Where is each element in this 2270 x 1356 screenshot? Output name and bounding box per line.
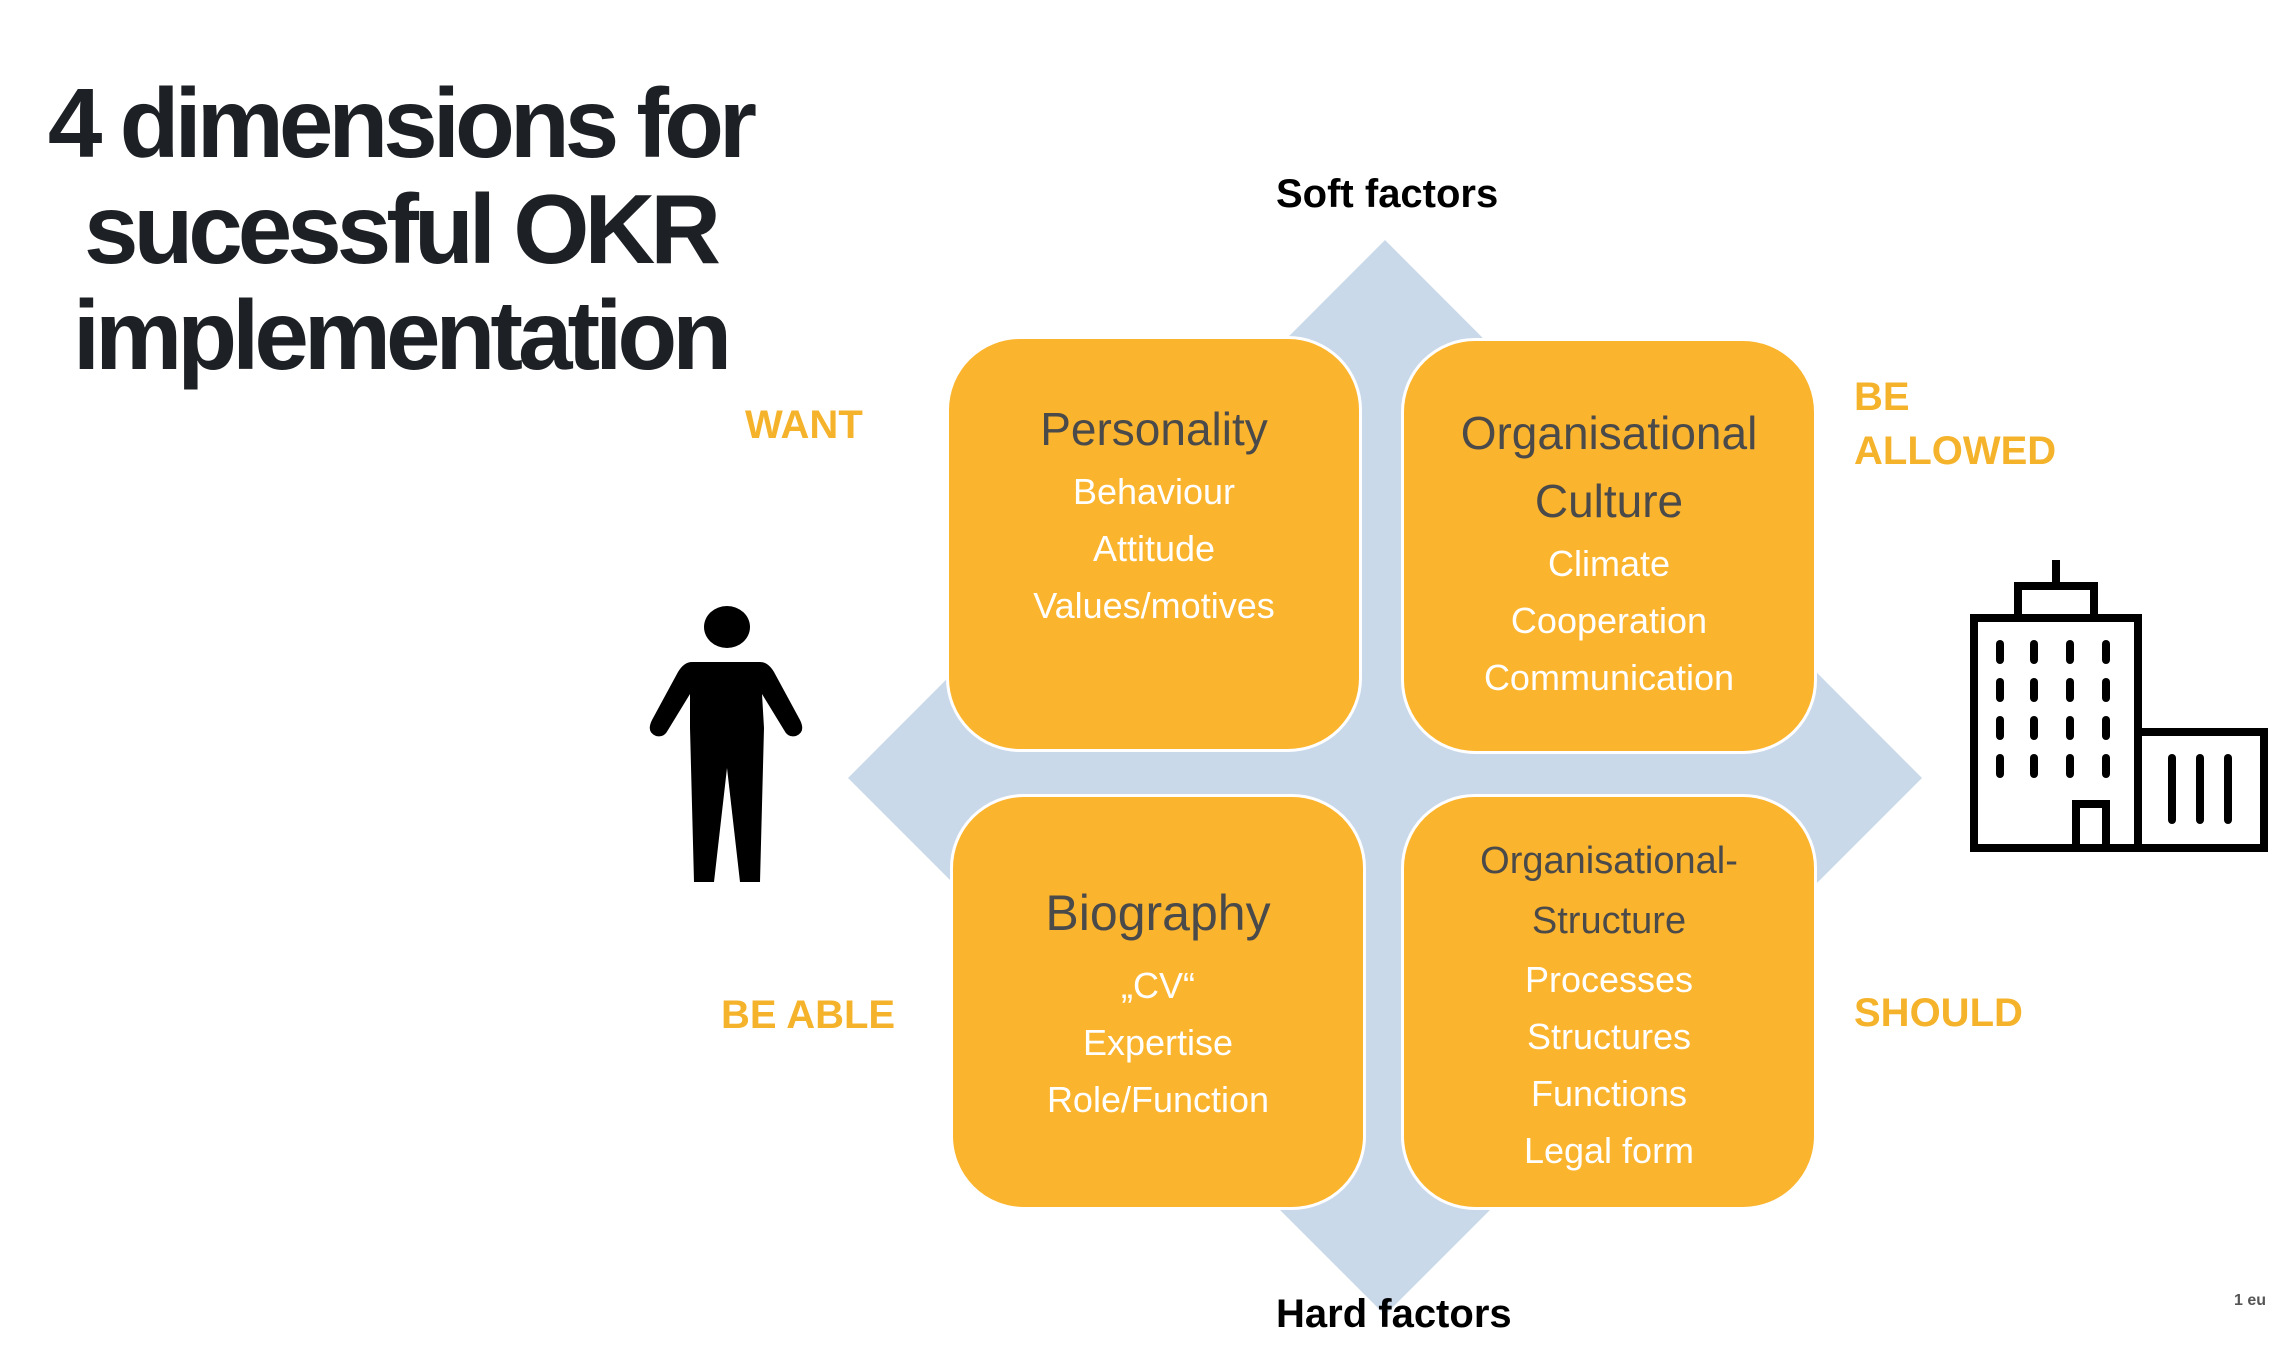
- list-item: Behaviour: [1072, 471, 1236, 512]
- should-label: SHOULD: [1854, 991, 2023, 1035]
- list-item: Role/Function: [1046, 1079, 1270, 1120]
- list-item: Functions: [1530, 1073, 1688, 1114]
- list-item: „CV“: [1121, 965, 1195, 1006]
- be-allowed-line-2: ALLOWED: [1854, 429, 2057, 473]
- list-item: Attitude: [1092, 528, 1216, 569]
- list-item: Processes: [1524, 959, 1694, 1000]
- building-icon: [1970, 560, 2268, 852]
- structure-heading: Organisational- Structure: [1404, 831, 1814, 951]
- culture-heading-line-1: Organisational: [1460, 407, 1758, 459]
- want-label: WANT: [745, 403, 863, 447]
- culture-heading-line-2: Culture: [1534, 475, 1684, 527]
- culture-heading: Organisational Culture: [1404, 399, 1814, 535]
- list-item: Expertise: [1082, 1022, 1234, 1063]
- personality-heading: Personality: [1040, 403, 1268, 455]
- biography-heading: Biography: [1045, 885, 1271, 941]
- be-able-label: BE ABLE: [721, 993, 896, 1037]
- personality-items: Behaviour Attitude Values/motives: [949, 463, 1359, 634]
- culture-items: Climate Cooperation Communication: [1404, 535, 1814, 706]
- structure-items: Processes Structures Functions Legal for…: [1404, 951, 1814, 1179]
- culture-box: Organisational Culture Climate Cooperati…: [1401, 338, 1817, 754]
- page-number: 1 eu: [2234, 1292, 2267, 1309]
- list-item: Communication: [1483, 657, 1735, 698]
- biography-box: Biography „CV“ Expertise Role/Function: [950, 794, 1366, 1210]
- structure-box: Organisational- Structure Processes Stru…: [1401, 794, 1817, 1210]
- list-item: Climate: [1547, 543, 1671, 584]
- person-icon: [649, 606, 803, 882]
- title-line-3: implementation: [72, 280, 732, 390]
- list-item: Cooperation: [1510, 600, 1708, 641]
- soft-factors-label: Soft factors: [1276, 172, 1499, 216]
- be-allowed-line-1: BE: [1854, 375, 1910, 419]
- title-line-1: 4 dimensions for: [47, 68, 757, 178]
- list-item: Legal form: [1523, 1130, 1695, 1171]
- biography-items: „CV“ Expertise Role/Function: [953, 957, 1363, 1128]
- page-title: 4 dimensions for sucessful OKR implement…: [30, 70, 770, 388]
- structure-heading-line-1: Organisational-: [1480, 840, 1738, 882]
- title-line-2: sucessful OKR: [83, 174, 721, 284]
- list-item: Values/motives: [1033, 585, 1275, 626]
- list-item: Structures: [1526, 1016, 1692, 1057]
- structure-heading-line-2: Structure: [1531, 900, 1687, 942]
- be-allowed-label: BE ALLOWED: [1854, 370, 2056, 478]
- personality-box: Personality Behaviour Attitude Values/mo…: [946, 336, 1362, 752]
- hard-factors-label: Hard factors: [1276, 1292, 1512, 1336]
